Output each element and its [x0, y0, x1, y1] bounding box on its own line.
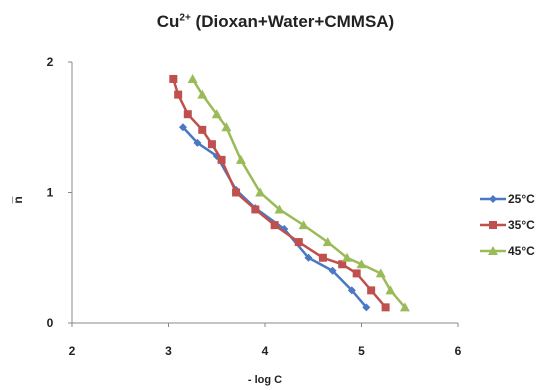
data-point-series-3 — [274, 204, 285, 214]
x-tick-label: 6 — [455, 344, 462, 358]
y-tick-label: 2 — [47, 55, 54, 69]
data-point-series-3 — [187, 73, 198, 83]
data-point-series-3 — [197, 89, 208, 99]
data-point-series-1 — [178, 123, 187, 132]
title-main: Cu — [156, 12, 180, 31]
legend-item-1: 25°C — [480, 186, 535, 212]
data-point-series-3 — [221, 122, 232, 132]
data-point-series-2 — [294, 238, 303, 247]
legend-item-3: 45°C — [480, 238, 535, 264]
data-point-series-2 — [352, 269, 361, 278]
data-point-series-2 — [198, 125, 207, 134]
x-tick-label: 3 — [165, 344, 172, 358]
data-point-series-3 — [356, 259, 367, 269]
x-tick-label: 2 — [69, 344, 76, 358]
title-superscript: 2+ — [179, 12, 191, 24]
legend: 25°C 35°C 45°C — [480, 186, 535, 264]
x-tick-label: 5 — [358, 344, 365, 358]
data-point-series-3 — [342, 252, 353, 262]
data-point-series-3 — [211, 109, 222, 119]
x-axis-label: - log C — [248, 374, 282, 386]
data-point-series-2 — [381, 303, 390, 312]
legend-swatch-2 — [480, 221, 506, 229]
data-point-series-3 — [322, 237, 333, 247]
series-line-1 — [182, 126, 368, 309]
data-point-series-2 — [183, 110, 192, 119]
data-point-series-2 — [207, 140, 216, 149]
legend-label-1: 25°C — [508, 192, 535, 206]
data-point-series-3 — [385, 285, 396, 295]
data-point-series-1 — [328, 266, 337, 275]
data-point-series-1 — [362, 303, 371, 312]
data-point-series-3 — [298, 220, 309, 230]
data-point-series-2 — [169, 74, 178, 83]
chart-title: Cu2+ (Dioxan+Water+CMMSA) — [0, 12, 551, 32]
legend-label-2: 35°C — [508, 218, 535, 232]
legend-swatch-3 — [480, 246, 506, 255]
data-point-series-1 — [193, 138, 202, 147]
y-tick-label: 0 — [47, 316, 54, 330]
legend-item-2: 35°C — [480, 212, 535, 238]
data-point-series-2 — [338, 260, 347, 269]
title-rest: (Dioxan+Water+CMMSA) — [190, 12, 395, 31]
data-point-series-1 — [304, 253, 313, 262]
data-point-series-2 — [174, 90, 183, 99]
data-point-series-2 — [217, 155, 226, 164]
data-point-series-3 — [375, 268, 386, 278]
legend-swatch-1 — [480, 195, 506, 203]
data-point-series-2 — [232, 188, 241, 197]
y-tick-label: 1 — [47, 186, 54, 200]
series-line-3 — [191, 78, 406, 309]
data-point-series-2 — [367, 286, 376, 295]
data-point-series-3 — [235, 154, 246, 164]
data-point-series-2 — [251, 205, 260, 214]
data-point-series-2 — [270, 221, 279, 230]
legend-label-3: 45°C — [508, 244, 535, 258]
data-point-series-3 — [255, 187, 266, 197]
y-axis-label: n̅ — [11, 196, 25, 204]
data-point-series-1 — [347, 286, 356, 295]
data-point-series-2 — [318, 253, 327, 262]
data-point-series-3 — [399, 302, 410, 312]
x-tick-label: 4 — [262, 344, 269, 358]
